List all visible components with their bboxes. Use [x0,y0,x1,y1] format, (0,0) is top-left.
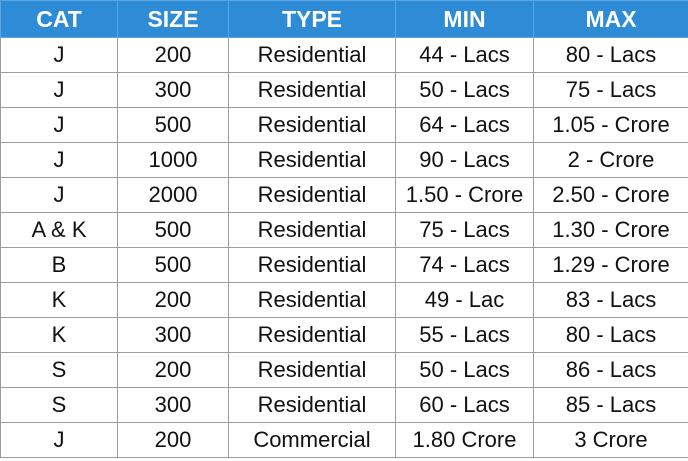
table-row: J 200 Commercial 1.80 Crore 3 Crore [0,422,688,458]
cell-min: 1.50 - Crore [395,177,534,213]
cell-max: 83 - Lacs [533,282,688,318]
cell-type: Residential [228,37,396,73]
table-row: J 2000 Residential 1.50 - Crore 2.50 - Crore [0,177,688,213]
cell-max: 80 - Lacs [533,317,688,353]
table-header: CAT SIZE TYPE MIN MAX [0,0,688,38]
cell-size: 500 [117,247,229,283]
cell-size: 300 [117,317,229,353]
cell-min: 64 - Lacs [395,107,534,143]
cell-size: 500 [117,212,229,248]
table-row: A & K 500 Residential 75 - Lacs 1.30 - Crore [0,212,688,248]
cell-cat: J [0,422,118,458]
table-row: J 500 Residential 64 - Lacs 1.05 - Crore [0,107,688,143]
cell-max: 1.05 - Crore [533,107,688,143]
cell-size: 200 [117,422,229,458]
header-max: MAX [533,0,688,38]
cell-min: 50 - Lacs [395,72,534,108]
cell-min: 1.80 Crore [395,422,534,458]
cell-size: 300 [117,72,229,108]
cell-size: 1000 [117,142,229,178]
cell-min: 60 - Lacs [395,387,534,423]
cell-max: 80 - Lacs [533,37,688,73]
cell-type: Residential [228,352,396,388]
table-row: K 200 Residential 49 - Lac 83 - Lacs [0,282,688,318]
cell-cat: S [0,352,118,388]
cell-type: Residential [228,317,396,353]
cell-size: 200 [117,37,229,73]
cell-type: Residential [228,247,396,283]
cell-cat: B [0,247,118,283]
cell-cat: J [0,72,118,108]
header-size: SIZE [117,0,229,38]
cell-min: 50 - Lacs [395,352,534,388]
cell-min: 90 - Lacs [395,142,534,178]
cell-min: 49 - Lac [395,282,534,318]
table-row: B 500 Residential 74 - Lacs 1.29 - Crore [0,247,688,283]
cell-max: 2 - Crore [533,142,688,178]
cell-cat: A & K [0,212,118,248]
cell-min: 55 - Lacs [395,317,534,353]
header-type: TYPE [228,0,396,38]
cell-min: 44 - Lacs [395,37,534,73]
header-min: MIN [395,0,534,38]
cell-type: Residential [228,212,396,248]
cell-type: Residential [228,282,396,318]
table-body: J 200 Residential 44 - Lacs 80 - Lacs J 300 Res… [0,37,688,458]
cell-max: 85 - Lacs [533,387,688,423]
table-row: S 200 Residential 50 - Lacs 86 - Lacs [0,352,688,388]
cell-size: 500 [117,107,229,143]
header-cat: CAT [0,0,118,38]
cell-type: Residential [228,142,396,178]
cell-cat: J [0,107,118,143]
cell-min: 74 - Lacs [395,247,534,283]
table-row: J 300 Residential 50 - Lacs 75 - Lacs [0,72,688,108]
table-row: K 300 Residential 55 - Lacs 80 - Lacs [0,317,688,353]
cell-min: 75 - Lacs [395,212,534,248]
cell-max: 86 - Lacs [533,352,688,388]
cell-cat: J [0,177,118,213]
cell-max: 3 Crore [533,422,688,458]
cell-cat: S [0,387,118,423]
cell-max: 1.30 - Crore [533,212,688,248]
cell-cat: J [0,142,118,178]
cell-max: 75 - Lacs [533,72,688,108]
table-row: J 200 Residential 44 - Lacs 80 - Lacs [0,37,688,73]
cell-size: 300 [117,387,229,423]
cell-type: Residential [228,387,396,423]
table-row: S 300 Residential 60 - Lacs 85 - Lacs [0,387,688,423]
cell-type: Residential [228,72,396,108]
cell-size: 200 [117,352,229,388]
cell-cat: K [0,317,118,353]
cell-type: Residential [228,107,396,143]
cell-type: Commercial [228,422,396,458]
cell-cat: J [0,37,118,73]
table-row: J 1000 Residential 90 - Lacs 2 - Crore [0,142,688,178]
cell-cat: K [0,282,118,318]
cell-size: 200 [117,282,229,318]
cell-max: 1.29 - Crore [533,247,688,283]
cell-type: Residential [228,177,396,213]
header-row: CAT SIZE TYPE MIN MAX [0,0,688,38]
cell-max: 2.50 - Crore [533,177,688,213]
cell-size: 2000 [117,177,229,213]
